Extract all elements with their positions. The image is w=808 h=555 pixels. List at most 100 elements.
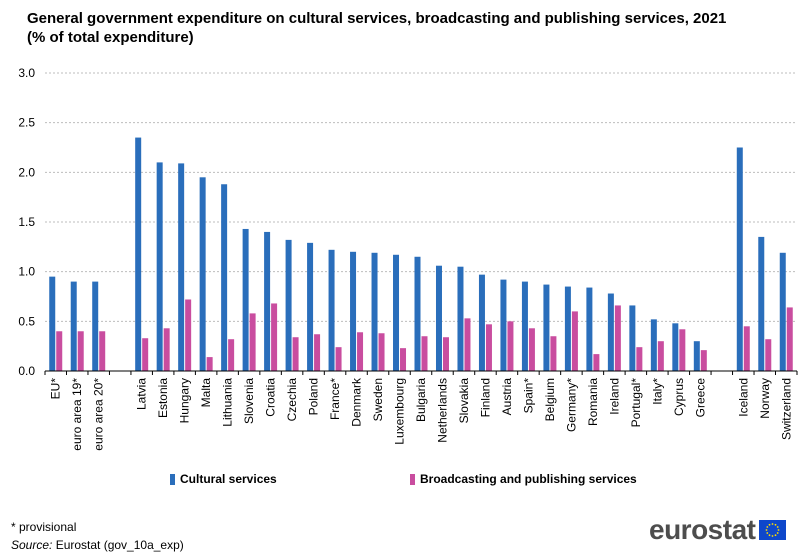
bar-broadcasting-publishing: [185, 299, 192, 371]
x-tick-label: Czechia: [285, 378, 299, 422]
bar-broadcasting-publishing: [442, 337, 449, 371]
eurostat-wordmark: eurostat: [649, 514, 756, 545]
source-note: Source: Eurostat (gov_10a_exp): [11, 538, 184, 552]
bar-cultural-services: [199, 177, 206, 371]
bar-cultural-services: [672, 323, 679, 371]
x-tick-label: Finland: [478, 378, 492, 417]
x-tick-label: Belgium: [543, 378, 557, 421]
x-tick-label: Ireland: [607, 378, 621, 415]
bar-broadcasting-publishing: [228, 339, 235, 371]
flag-star: [769, 534, 771, 537]
bar-cultural-services: [307, 242, 314, 371]
x-tick-label: Iceland: [736, 378, 750, 417]
source-label: Source:: [11, 538, 53, 552]
bar-broadcasting-publishing: [142, 338, 149, 371]
flag-star: [777, 532, 780, 534]
eurostat-logo: eurostat: [649, 514, 787, 545]
bar-cultural-services: [328, 249, 335, 371]
bar-broadcasting-publishing: [357, 332, 364, 371]
x-tick-label: Norway: [758, 378, 772, 419]
x-tick-label: Portugal*: [629, 378, 643, 428]
bar-broadcasting-publishing: [400, 348, 407, 371]
x-tick-label: Spain*: [521, 378, 535, 414]
bar-broadcasting-publishing: [292, 337, 299, 371]
legend-label-cultural: Cultural services: [180, 472, 277, 486]
x-tick-label: EU*: [49, 378, 63, 400]
flag-star: [772, 523, 774, 525]
flag-star: [766, 526, 769, 528]
bar-cultural-services: [135, 137, 142, 371]
bar-cultural-services: [457, 266, 464, 371]
bar-cultural-services: [156, 162, 163, 371]
x-tick-label: France*: [328, 378, 342, 420]
x-axis: [44, 370, 798, 375]
bar-broadcasting-publishing: [163, 328, 170, 371]
y-tick-label: 2.0: [18, 165, 35, 179]
x-tick-label: Cyprus: [672, 378, 686, 416]
x-tick-label: euro area 20*: [92, 378, 106, 451]
bar-broadcasting-publishing: [636, 347, 643, 371]
bar-cultural-services: [779, 252, 786, 371]
source-text: Eurostat (gov_10a_exp): [52, 538, 184, 552]
bar-broadcasting-publishing: [99, 331, 106, 371]
x-tick-label: euro area 19*: [70, 378, 84, 451]
bar-broadcasting-publishing: [485, 324, 492, 371]
bar-cultural-services: [221, 184, 228, 371]
bar-broadcasting-publishing: [271, 303, 278, 371]
x-tick-label: Malta: [199, 378, 213, 408]
y-tick-label: 0.0: [18, 364, 35, 378]
x-tick-label: Switzerland: [779, 378, 793, 440]
bars: [49, 137, 793, 371]
bar-cultural-services: [607, 293, 614, 371]
bar-broadcasting-publishing: [571, 311, 578, 371]
x-tick-label: Denmark: [350, 377, 364, 427]
y-tick-label: 2.5: [18, 116, 35, 130]
y-axis-tick-labels: 0.0 0.5 1.0 1.5 2.0 2.5 3.0: [18, 66, 35, 378]
y-tick-label: 3.0: [18, 66, 35, 80]
bar-cultural-services: [521, 281, 528, 371]
x-tick-label: Bulgaria: [414, 378, 428, 422]
flag-star: [766, 532, 769, 534]
bar-broadcasting-publishing: [550, 336, 557, 371]
bar-cultural-services: [435, 265, 442, 371]
bar-broadcasting-publishing: [507, 321, 514, 371]
bar-cultural-services: [285, 239, 292, 371]
x-tick-label: Greece: [693, 378, 707, 418]
x-axis-tick-labels: EU* euro area 19* euro area 20* Latvia Eston…: [49, 377, 794, 451]
x-tick-label: Netherlands: [435, 378, 449, 443]
x-tick-label: Estonia: [156, 378, 170, 418]
bar-cultural-services: [650, 319, 657, 371]
bar-broadcasting-publishing: [657, 341, 664, 371]
bar-broadcasting-publishing: [206, 357, 213, 371]
bar-broadcasting-publishing: [593, 354, 600, 371]
bar-cultural-services: [242, 228, 249, 371]
y-tick-label: 1.5: [18, 215, 35, 229]
bar-broadcasting-publishing: [765, 339, 772, 371]
bar-broadcasting-publishing: [743, 326, 750, 371]
x-tick-label: Hungary: [178, 378, 192, 423]
bar-cultural-services: [736, 147, 743, 371]
x-tick-label: Slovenia: [242, 378, 256, 424]
x-tick-label: Latvia: [135, 378, 149, 410]
bar-cultural-services: [693, 341, 700, 371]
bar-cultural-services: [49, 276, 56, 371]
y-tick-label: 1.0: [18, 265, 35, 279]
flag-star: [775, 523, 777, 526]
bar-broadcasting-publishing: [56, 331, 63, 371]
eu-flag-icon: [759, 520, 787, 540]
legend-label-broadcasting: Broadcasting and publishing services: [420, 472, 637, 486]
legend-swatch-broadcasting: [410, 473, 415, 485]
x-tick-label: Sweden: [371, 378, 385, 421]
x-tick-label: Austria: [500, 378, 514, 416]
bar-cultural-services: [264, 231, 271, 371]
chart-title: General government expenditure on cultur…: [27, 10, 727, 46]
bar-cultural-services: [500, 279, 507, 371]
bar-broadcasting-publishing: [464, 318, 471, 371]
bar-broadcasting-publishing: [421, 336, 428, 371]
flag-star: [775, 534, 777, 537]
bar-cultural-services: [629, 305, 636, 371]
legend-swatch-cultural: [170, 473, 175, 485]
bar-broadcasting-publishing: [378, 333, 385, 371]
bar-broadcasting-publishing: [528, 328, 535, 371]
bar-broadcasting-publishing: [77, 331, 84, 371]
